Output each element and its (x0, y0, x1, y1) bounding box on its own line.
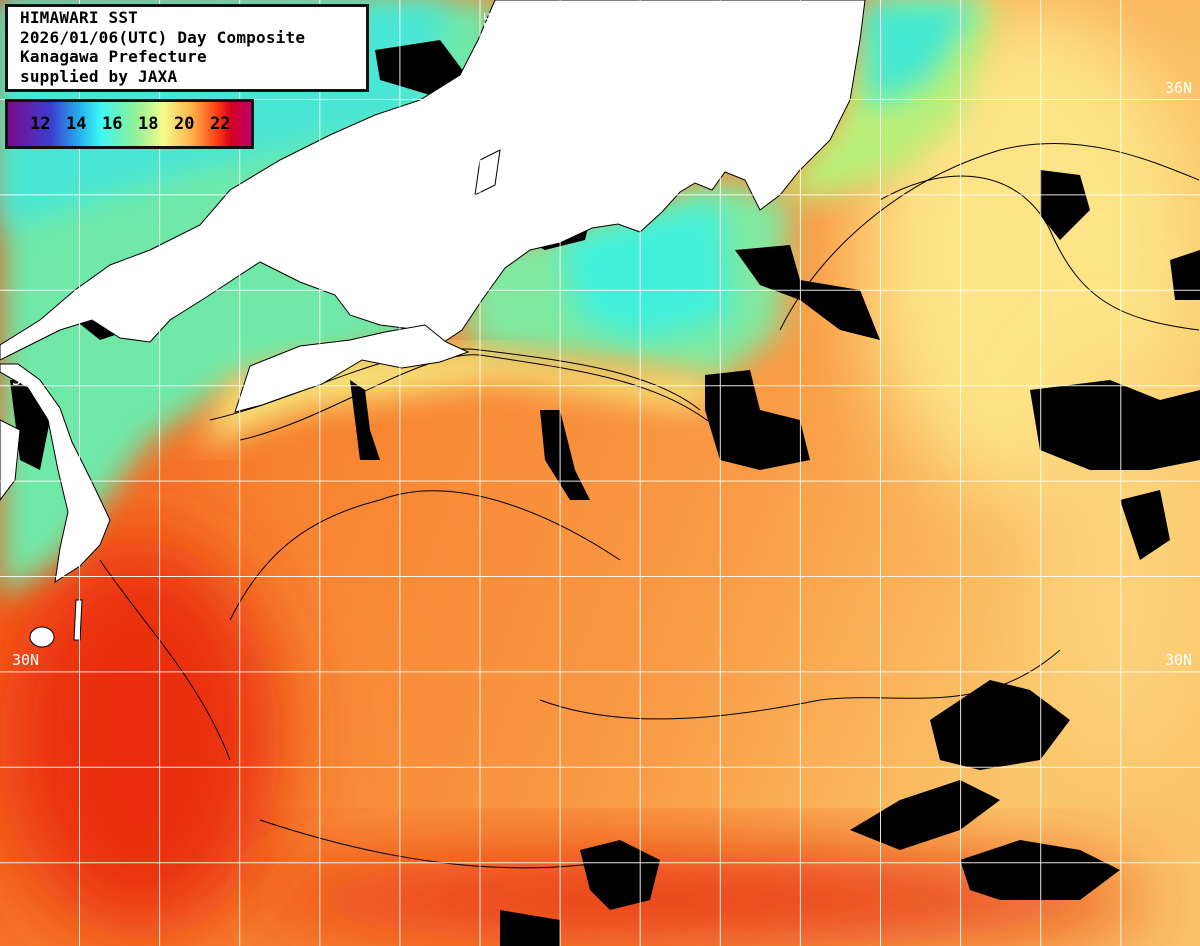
latitude-label-36n: 36N (1165, 79, 1193, 97)
honshu-land (0, 0, 866, 361)
legend-label-20: 20 (174, 114, 195, 134)
title-box: HIMAWARI SST 2026/01/06(UTC) Day Composi… (5, 4, 369, 92)
legend-label-18: 18 (138, 114, 159, 134)
title-organization: Kanagawa Prefecture (20, 47, 207, 66)
island (29, 626, 55, 648)
latitude-label-30n-left: 30N (12, 651, 40, 669)
island (474, 149, 501, 196)
legend-label-14: 14 (66, 114, 87, 134)
longitude-label-136e: 136E (481, 11, 500, 49)
latitude-label-33n: 33 (12, 371, 31, 389)
title-supplier: supplied by JAXA (20, 66, 178, 86)
kyushu-west-land (0, 419, 21, 501)
legend-label-16: 16 (102, 114, 123, 134)
title-product: HIMAWARI SST (20, 8, 138, 27)
island (73, 599, 83, 641)
legend-label-22: 22 (210, 114, 231, 134)
latitude-label-30n-right: 30N (1165, 651, 1193, 669)
title-date: 2026/01/06(UTC) Day Composite (20, 27, 306, 47)
land-mask (0, 0, 866, 648)
legend-label-12: 12 (30, 114, 51, 134)
color-scale-legend: 12 14 16 18 20 22 (5, 99, 254, 149)
kyushu-land (0, 363, 111, 584)
shikoku-land (234, 324, 470, 413)
